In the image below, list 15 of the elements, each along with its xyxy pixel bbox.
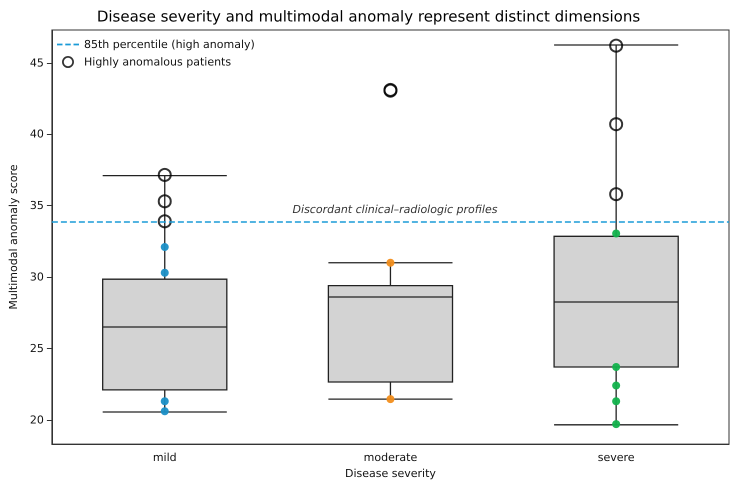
x-tick-label: mild: [152, 451, 177, 464]
y-tick-label: 35: [30, 199, 44, 212]
x-tick-label: severe: [598, 451, 635, 464]
y-tick-label: 45: [30, 56, 44, 70]
x-axis-title: Disease severity: [344, 467, 436, 480]
legend-label: 85th percentile (high anomaly): [84, 38, 255, 51]
x-tick-label: moderate: [364, 451, 418, 464]
y-tick-label: 25: [30, 342, 44, 355]
annotation: Discordant clinical–radiologic profiles: [292, 202, 498, 216]
y-tick-label: 40: [30, 128, 44, 141]
y-axis-title: Multimodal anomaly score: [7, 164, 20, 310]
legend-label: Highly anomalous patients: [84, 56, 232, 68]
chart-title: Disease severity and multimodal anomaly represent distinct dimensions: [96, 8, 640, 26]
y-tick-label: 20: [30, 413, 44, 426]
y-tick-label: 30: [30, 270, 44, 284]
